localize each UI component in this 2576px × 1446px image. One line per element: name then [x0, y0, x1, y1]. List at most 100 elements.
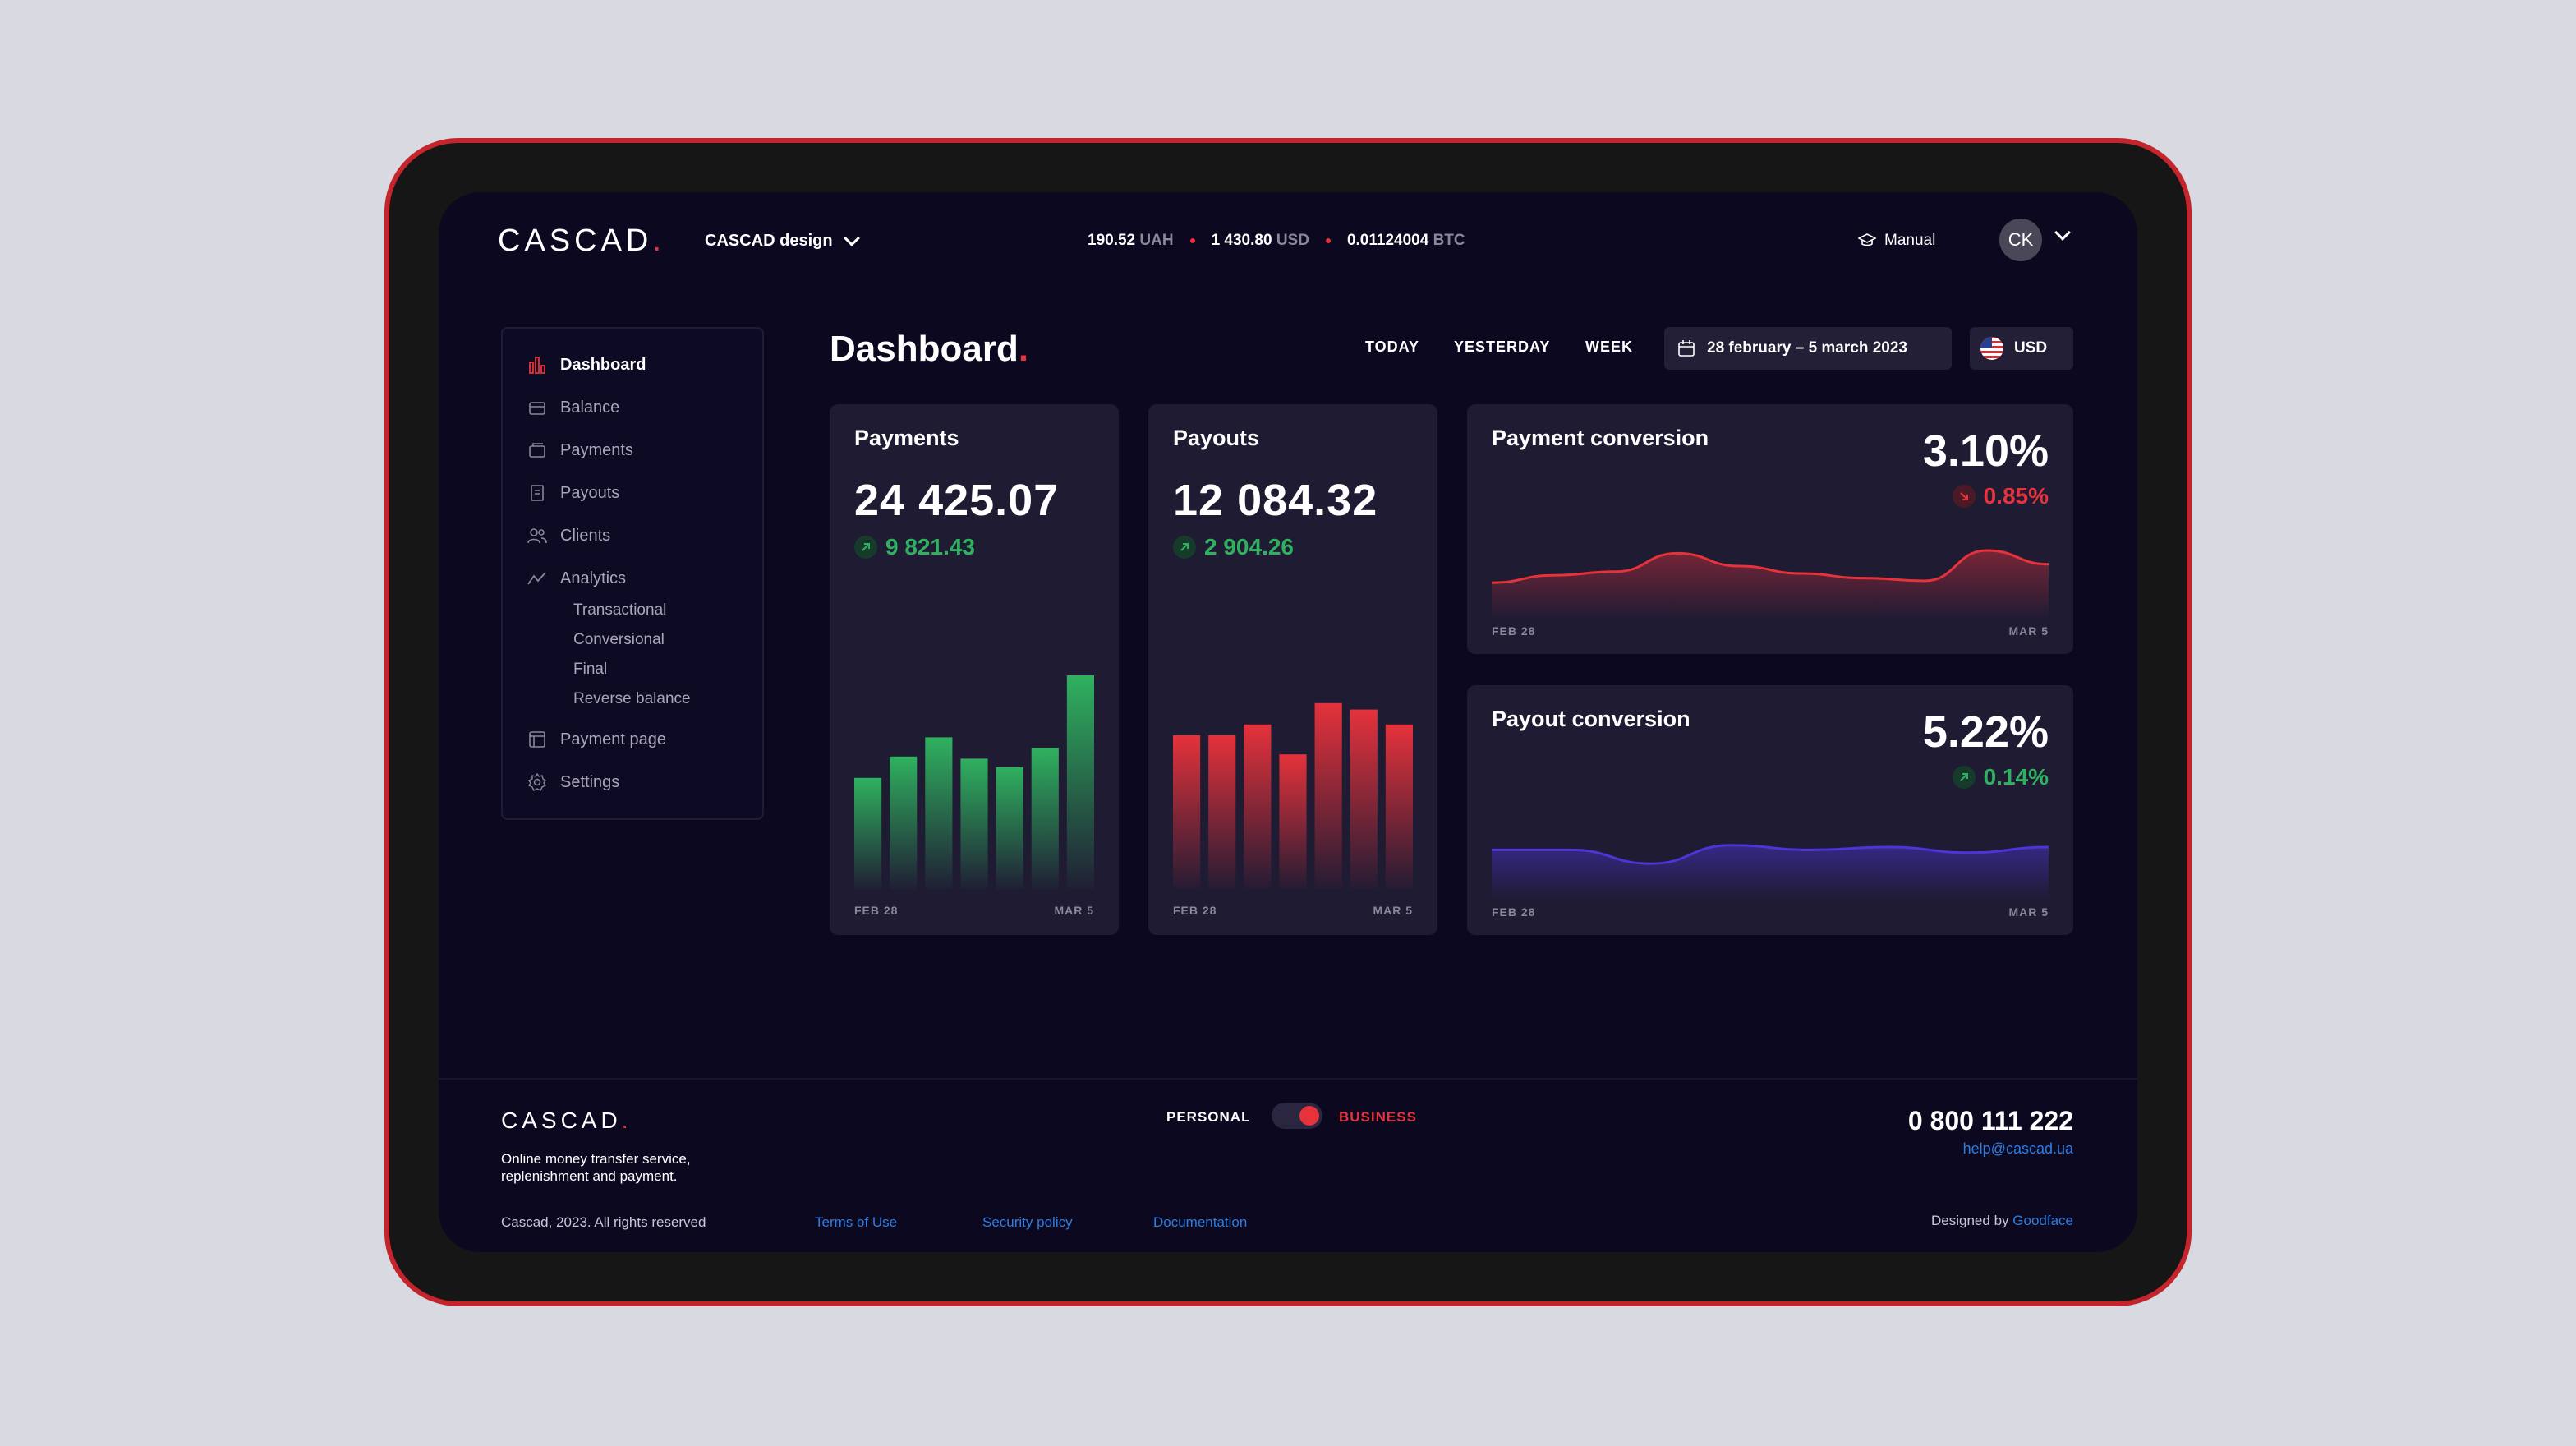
x-axis-end-label: MAR 5 — [1054, 904, 1094, 917]
sidebar-item-analytics[interactable]: Analytics — [527, 569, 626, 588]
arrow-down-right-icon — [1952, 485, 1976, 508]
payments-icon — [527, 440, 547, 460]
us-flag-icon — [1980, 337, 2003, 360]
terms-of-use-link[interactable]: Terms of Use — [815, 1214, 898, 1230]
filter-yesterday[interactable]: YESTERDAY — [1454, 338, 1551, 355]
trend-icon — [527, 569, 547, 588]
series-line — [1492, 844, 2049, 865]
avatar[interactable]: CK — [1999, 219, 2042, 261]
sidebar-item-payments[interactable]: Payments — [527, 440, 633, 460]
account-type-toggle[interactable] — [1272, 1103, 1322, 1129]
x-axis-end-label: MAR 5 — [2008, 624, 2049, 638]
chevron-down-icon[interactable] — [2054, 224, 2071, 241]
filter-week[interactable]: WEEK — [1585, 338, 1633, 355]
sidebar-item-label: Settings — [560, 772, 620, 791]
footer-phone[interactable]: 0 800 111 222 — [1907, 1106, 2073, 1135]
balance-uah: 190.52 UAH — [1088, 232, 1174, 249]
sidebar-item-label: Clients — [560, 526, 611, 545]
sidebar-subitem-reverse-balance[interactable]: Reverse balance — [573, 690, 691, 707]
toggle-label-business[interactable]: BUSINESS — [1339, 1109, 1417, 1125]
sidebar-item-balance[interactable]: Balance — [527, 398, 619, 417]
card-delta: 2 904.26 — [1173, 534, 1294, 560]
bar-chart-icon — [527, 355, 547, 375]
sidebar-subitem-conversional[interactable]: Conversional — [573, 631, 665, 648]
chart-bar — [854, 777, 882, 889]
arrow-up-right-icon — [854, 536, 877, 559]
x-axis-start-label: FEB 28 — [1173, 904, 1217, 917]
series-line — [1492, 549, 2049, 584]
sidebar: Dashboard Balance Payments Payouts Clien… — [501, 327, 764, 820]
chart-bar — [1066, 675, 1094, 889]
chevron-down-icon — [843, 229, 860, 246]
page-icon — [527, 730, 547, 749]
date-range-value: 28 february – 5 march 2023 — [1707, 339, 1907, 357]
chart-bar — [996, 767, 1024, 889]
date-range-picker[interactable]: 28 february – 5 march 2023 — [1664, 327, 1952, 370]
security-policy-link[interactable]: Security policy — [982, 1214, 1073, 1230]
graduation-cap-icon — [1858, 233, 1876, 246]
sidebar-subitem-transactional[interactable]: Transactional — [573, 601, 667, 619]
card-title: Payout conversion — [1492, 707, 1690, 731]
chart-bar — [1279, 754, 1307, 889]
sidebar-item-clients[interactable]: Clients — [527, 526, 610, 546]
footer-logo[interactable]: CASCAD. — [501, 1108, 632, 1133]
payment-conversion-card[interactable]: Payment conversion 3.10% 0.85% FEB 28 MA… — [1467, 404, 2073, 654]
sidebar-item-payment-page[interactable]: Payment page — [527, 730, 666, 749]
footer-email[interactable]: help@cascad.ua — [1962, 1140, 2073, 1157]
documentation-link[interactable]: Documentation — [1153, 1214, 1248, 1230]
x-axis-start-label: FEB 28 — [1492, 905, 1536, 919]
chart-bar — [1385, 724, 1413, 889]
footer-description: Online money transfer service, replenish… — [501, 1151, 691, 1184]
balance-btc: 0.01124004 BTC — [1346, 232, 1465, 249]
filter-today[interactable]: TODAY — [1365, 338, 1420, 355]
balances-bar: 190.52 UAH 1 430.80 USD 0.01124004 BTC — [1088, 232, 1465, 250]
payment-conversion-area-chart — [1492, 549, 2049, 619]
manual-link[interactable]: Manual — [1858, 232, 1935, 250]
currency-selector[interactable]: USD — [1970, 327, 2073, 370]
card-value: 3.10% — [1922, 426, 2049, 476]
calendar-icon — [1678, 340, 1695, 357]
chart-bar — [1031, 748, 1059, 889]
arrow-up-right-icon — [1952, 766, 1976, 789]
chart-bar — [1350, 709, 1378, 889]
chart-bar — [1208, 735, 1236, 889]
chart-bar — [1173, 735, 1201, 889]
gear-icon — [527, 772, 547, 792]
card-value: 5.22% — [1922, 707, 2049, 757]
header-logo[interactable]: CASCAD. — [498, 223, 665, 259]
sidebar-item-label: Payments — [560, 440, 633, 459]
sidebar-item-settings[interactable]: Settings — [527, 772, 619, 792]
designed-by: Designed by Goodface — [1931, 1213, 2073, 1228]
chart-bar — [890, 756, 918, 889]
chart-bar — [1244, 724, 1272, 889]
designer-link[interactable]: Goodface — [2012, 1213, 2073, 1228]
payments-card[interactable]: Payments 24 425.07 9 821.43 FEB 28 MAR 5 — [830, 404, 1119, 935]
sidebar-item-label: Analytics — [560, 569, 627, 587]
separator-dot — [1189, 238, 1195, 243]
chart-bar — [1314, 702, 1342, 889]
sidebar-item-payouts[interactable]: Payouts — [527, 483, 619, 503]
card-delta: 0.14% — [1952, 764, 2049, 790]
organization-selector[interactable]: CASCAD design — [705, 229, 860, 251]
logo-text: CASCAD — [498, 223, 653, 258]
x-axis-end-label: MAR 5 — [1373, 904, 1413, 917]
sidebar-item-label: Payouts — [560, 483, 620, 502]
toggle-knob — [1300, 1106, 1319, 1126]
sidebar-item-dashboard[interactable]: Dashboard — [527, 355, 646, 375]
logo-dot: . — [652, 223, 665, 258]
users-icon — [527, 526, 547, 546]
toggle-label-personal[interactable]: PERSONAL — [1166, 1109, 1251, 1125]
app-screen: CASCAD. CASCAD design 190.52 UAH 1 430.8… — [439, 192, 2137, 1252]
payout-conversion-card[interactable]: Payout conversion 5.22% 0.14% FEB 28 MAR… — [1467, 685, 2073, 935]
separator-dot — [1325, 238, 1331, 243]
payouts-card[interactable]: Payouts 12 084.32 2 904.26 FEB 28 MAR 5 — [1148, 404, 1438, 935]
page-title: Dashboard. — [830, 329, 1029, 369]
area-fill — [1492, 845, 2049, 900]
sidebar-subitem-final[interactable]: Final — [573, 661, 608, 678]
currency-value: USD — [2014, 339, 2048, 357]
receipt-icon — [527, 483, 547, 503]
card-title: Payouts — [1173, 426, 1260, 450]
arrow-up-right-icon — [1173, 536, 1196, 559]
manual-label: Manual — [1884, 232, 1936, 249]
x-axis-start-label: FEB 28 — [1492, 624, 1536, 638]
